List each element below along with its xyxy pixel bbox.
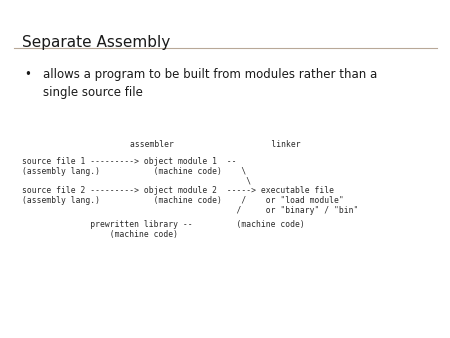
Text: source file 2 ---------> object module 2  -----> executable file: source file 2 ---------> object module 2… (22, 186, 334, 195)
Text: assembler                    linker: assembler linker (130, 140, 301, 149)
Text: source file 1 ---------> object module 1  --: source file 1 ---------> object module 1… (22, 157, 237, 166)
Text: allows a program to be built from modules rather than a
single source file: allows a program to be built from module… (43, 68, 377, 99)
Text: /     or "binary" / "bin": / or "binary" / "bin" (22, 206, 359, 215)
Text: (assembly lang.)           (machine code)    \: (assembly lang.) (machine code) \ (22, 167, 247, 176)
Text: \: \ (22, 177, 252, 186)
Text: prewritten library --         (machine code): prewritten library -- (machine code) (22, 220, 305, 229)
Text: Separate Assembly: Separate Assembly (22, 35, 171, 50)
Text: •: • (25, 68, 32, 80)
Text: (machine code): (machine code) (22, 230, 179, 239)
Text: (assembly lang.)           (machine code)    /    or "load module": (assembly lang.) (machine code) / or "lo… (22, 196, 344, 206)
